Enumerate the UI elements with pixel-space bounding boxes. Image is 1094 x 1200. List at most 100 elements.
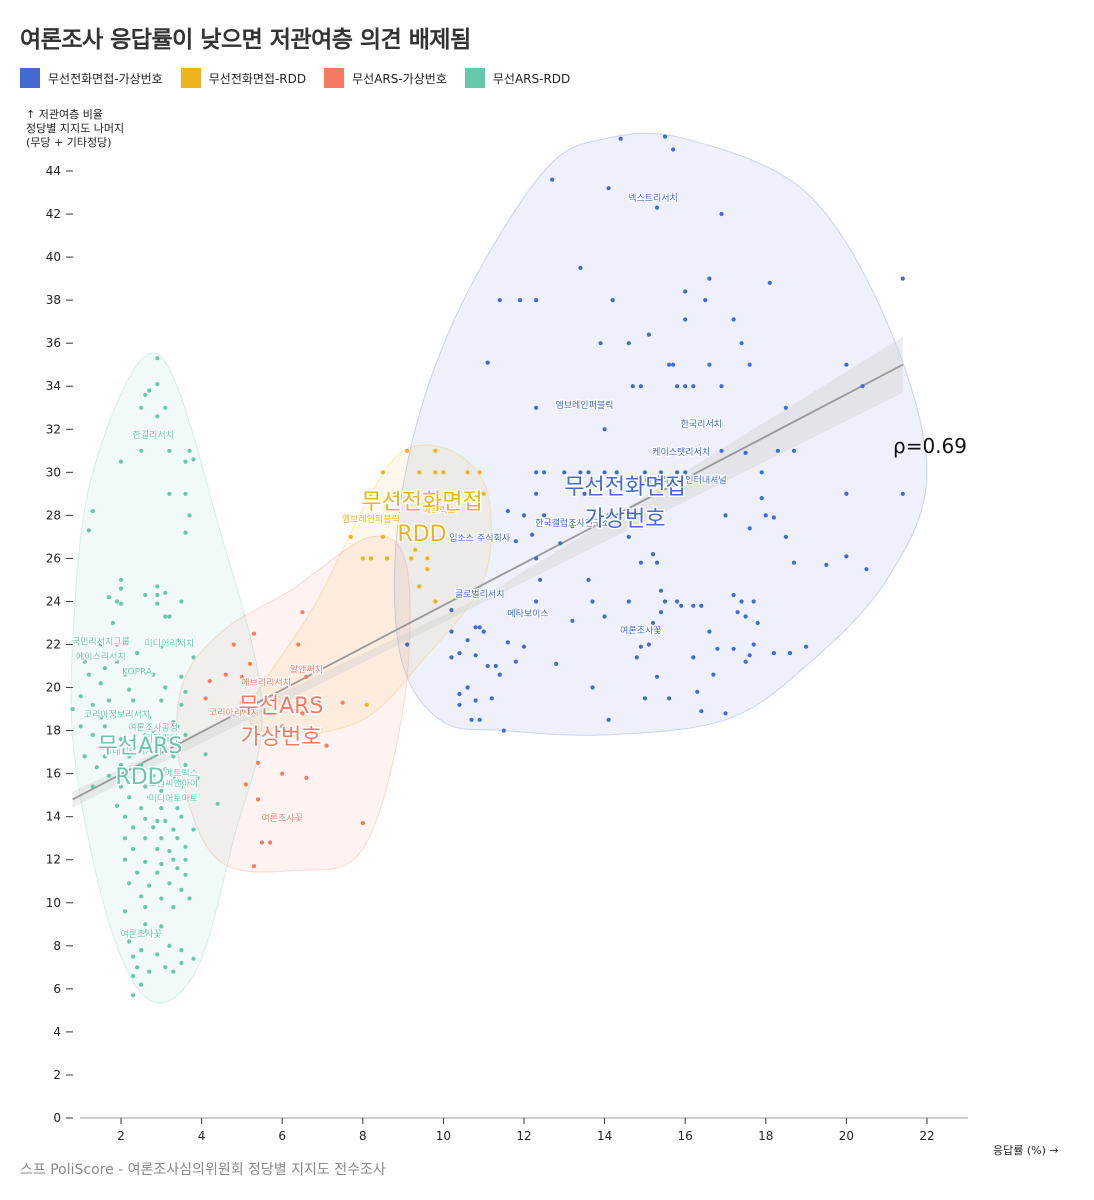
data-point — [195, 775, 200, 781]
data-point — [147, 969, 152, 974]
data-point — [534, 470, 539, 475]
data-point — [449, 655, 454, 660]
data-point — [638, 560, 644, 565]
data-point — [497, 672, 502, 677]
data-point — [675, 470, 680, 475]
data-point — [98, 681, 103, 686]
data-point — [630, 384, 635, 389]
group-label: 무선전화면접 — [564, 475, 685, 500]
data-point — [433, 470, 438, 475]
data-point — [159, 836, 164, 841]
data-point — [405, 448, 410, 453]
data-point — [521, 513, 527, 518]
data-point — [763, 513, 768, 518]
data-point — [860, 384, 865, 389]
data-point — [711, 672, 716, 677]
data-point — [368, 491, 373, 496]
data-point — [650, 552, 656, 557]
data-point — [127, 754, 132, 759]
legend-item-phone-virtual: 무선전화면접-가상번호 — [20, 68, 163, 88]
data-point — [348, 534, 353, 540]
data-point — [485, 360, 490, 365]
data-point — [731, 646, 736, 651]
data-point — [675, 384, 680, 389]
data-point — [139, 982, 144, 987]
data-point — [131, 825, 136, 830]
data-point — [163, 685, 168, 690]
data-point — [191, 655, 196, 660]
y-axis-label-line: 정당별 지지도 나머지 — [26, 122, 125, 135]
data-point — [433, 448, 438, 453]
data-point — [155, 846, 160, 852]
data-point — [163, 767, 168, 772]
data-point — [179, 702, 184, 707]
data-point — [300, 711, 305, 716]
data-point — [159, 737, 164, 742]
data-point — [675, 599, 680, 604]
data-point — [175, 741, 180, 746]
data-point — [530, 532, 535, 537]
y-tick-label: 34 — [46, 379, 61, 393]
data-point — [102, 724, 107, 729]
firm-label: 한국갤럽조사연구소 — [535, 517, 610, 529]
data-point — [683, 384, 688, 389]
data-point — [122, 814, 128, 819]
data-point — [171, 857, 176, 862]
data-point — [82, 659, 87, 664]
group-hull — [248, 444, 492, 736]
x-tick-label: 8 — [359, 1129, 367, 1143]
data-point — [167, 491, 172, 496]
legend-label: 무선전화면접-가상번호 — [48, 71, 163, 86]
firm-label: 미디어토마토 — [149, 794, 199, 805]
data-point — [243, 782, 248, 787]
data-point — [477, 625, 482, 630]
data-point — [691, 603, 696, 608]
data-point — [755, 620, 760, 626]
data-point — [425, 567, 430, 572]
data-point — [469, 717, 474, 722]
correlation-annotation: ρ=0.69 — [893, 434, 967, 458]
data-point — [465, 470, 470, 475]
firm-label: 여론조사공정 — [128, 722, 178, 734]
data-point — [747, 653, 752, 658]
data-point — [513, 608, 519, 613]
data-point — [501, 728, 506, 733]
data-point — [767, 280, 772, 285]
data-point — [167, 448, 172, 453]
data-point — [683, 317, 688, 322]
data-point — [457, 534, 462, 540]
data-point — [151, 773, 156, 778]
data-point — [804, 644, 809, 649]
data-point — [296, 642, 301, 647]
firm-label: 메타보이스 — [507, 609, 548, 620]
data-point — [118, 737, 124, 742]
data-point — [155, 870, 160, 875]
data-point — [147, 795, 152, 800]
data-point — [658, 588, 664, 593]
data-point — [671, 362, 676, 367]
data-point — [626, 534, 631, 540]
legend-label: 무선ARS-RDD — [492, 71, 571, 86]
y-tick-label: 18 — [46, 724, 61, 738]
data-point — [251, 631, 257, 636]
x-tick-label: 20 — [839, 1129, 854, 1143]
data-point — [614, 470, 619, 475]
data-point — [207, 679, 212, 684]
data-point — [380, 534, 385, 540]
y-tick-label: 42 — [46, 207, 61, 221]
data-point — [598, 341, 603, 346]
data-point — [699, 603, 704, 608]
data-point — [606, 513, 611, 518]
group-label: RDD — [115, 765, 164, 790]
x-tick-label: 18 — [758, 1129, 773, 1143]
group-hull — [176, 535, 411, 873]
data-point — [658, 610, 664, 615]
data-point — [654, 674, 660, 679]
data-point — [417, 584, 422, 589]
firm-label: 여론조사꽃 — [620, 625, 661, 637]
data-point — [558, 541, 563, 546]
firm-label: 여론조사꽃 — [261, 812, 302, 824]
data-point — [131, 724, 136, 729]
data-point — [239, 700, 244, 705]
data-point — [590, 599, 595, 604]
